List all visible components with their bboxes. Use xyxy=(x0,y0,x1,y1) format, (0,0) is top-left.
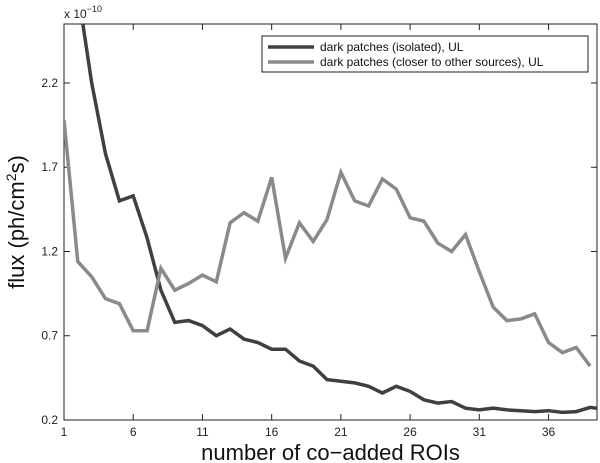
y-axis-title-superscript: 2 xyxy=(3,173,19,181)
y-axis-title-main: flux (ph/cm xyxy=(4,181,29,289)
x-axis-title: number of co−added ROIs xyxy=(201,440,460,463)
y-axis-title: flux (ph/cm2s) xyxy=(3,155,29,289)
series-line-1 xyxy=(81,24,597,415)
x-tick-label: 11 xyxy=(196,425,209,439)
y-axis-multiplier-base: x 10 xyxy=(64,7,87,21)
x-tick-label: 26 xyxy=(403,425,417,439)
x-axis: 1 6 11 16 21 26 31 36 xyxy=(61,24,556,439)
legend-label-2: dark patches (closer to other sources), … xyxy=(320,55,544,69)
series-layer xyxy=(64,24,597,415)
y-tick-label: 1.7 xyxy=(41,160,58,174)
y-tick-label: 1.2 xyxy=(41,244,58,258)
y-axis-title-tail: s) xyxy=(4,155,29,173)
x-tick-label: 6 xyxy=(130,425,137,439)
x-tick-label: 16 xyxy=(265,425,279,439)
x-tick-label: 36 xyxy=(542,425,556,439)
y-tick-label: 0.7 xyxy=(41,329,58,343)
y-axis-multiplier: x 10−10 xyxy=(64,4,102,21)
series-line-2 xyxy=(64,119,592,368)
y-axis: 0.2 0.7 1.2 1.7 2.2 xyxy=(41,76,597,427)
x-tick-label: 1 xyxy=(61,425,68,439)
y-tick-label: 0.2 xyxy=(41,413,58,427)
legend-box xyxy=(261,35,589,73)
y-tick-label: 2.2 xyxy=(41,76,58,90)
x-tick-label: 21 xyxy=(334,425,348,439)
legend-label-1: dark patches (isolated), UL xyxy=(320,40,464,54)
plot-area xyxy=(63,23,598,421)
y-axis-multiplier-exponent: −10 xyxy=(87,4,102,14)
x-tick-label: 31 xyxy=(473,425,487,439)
